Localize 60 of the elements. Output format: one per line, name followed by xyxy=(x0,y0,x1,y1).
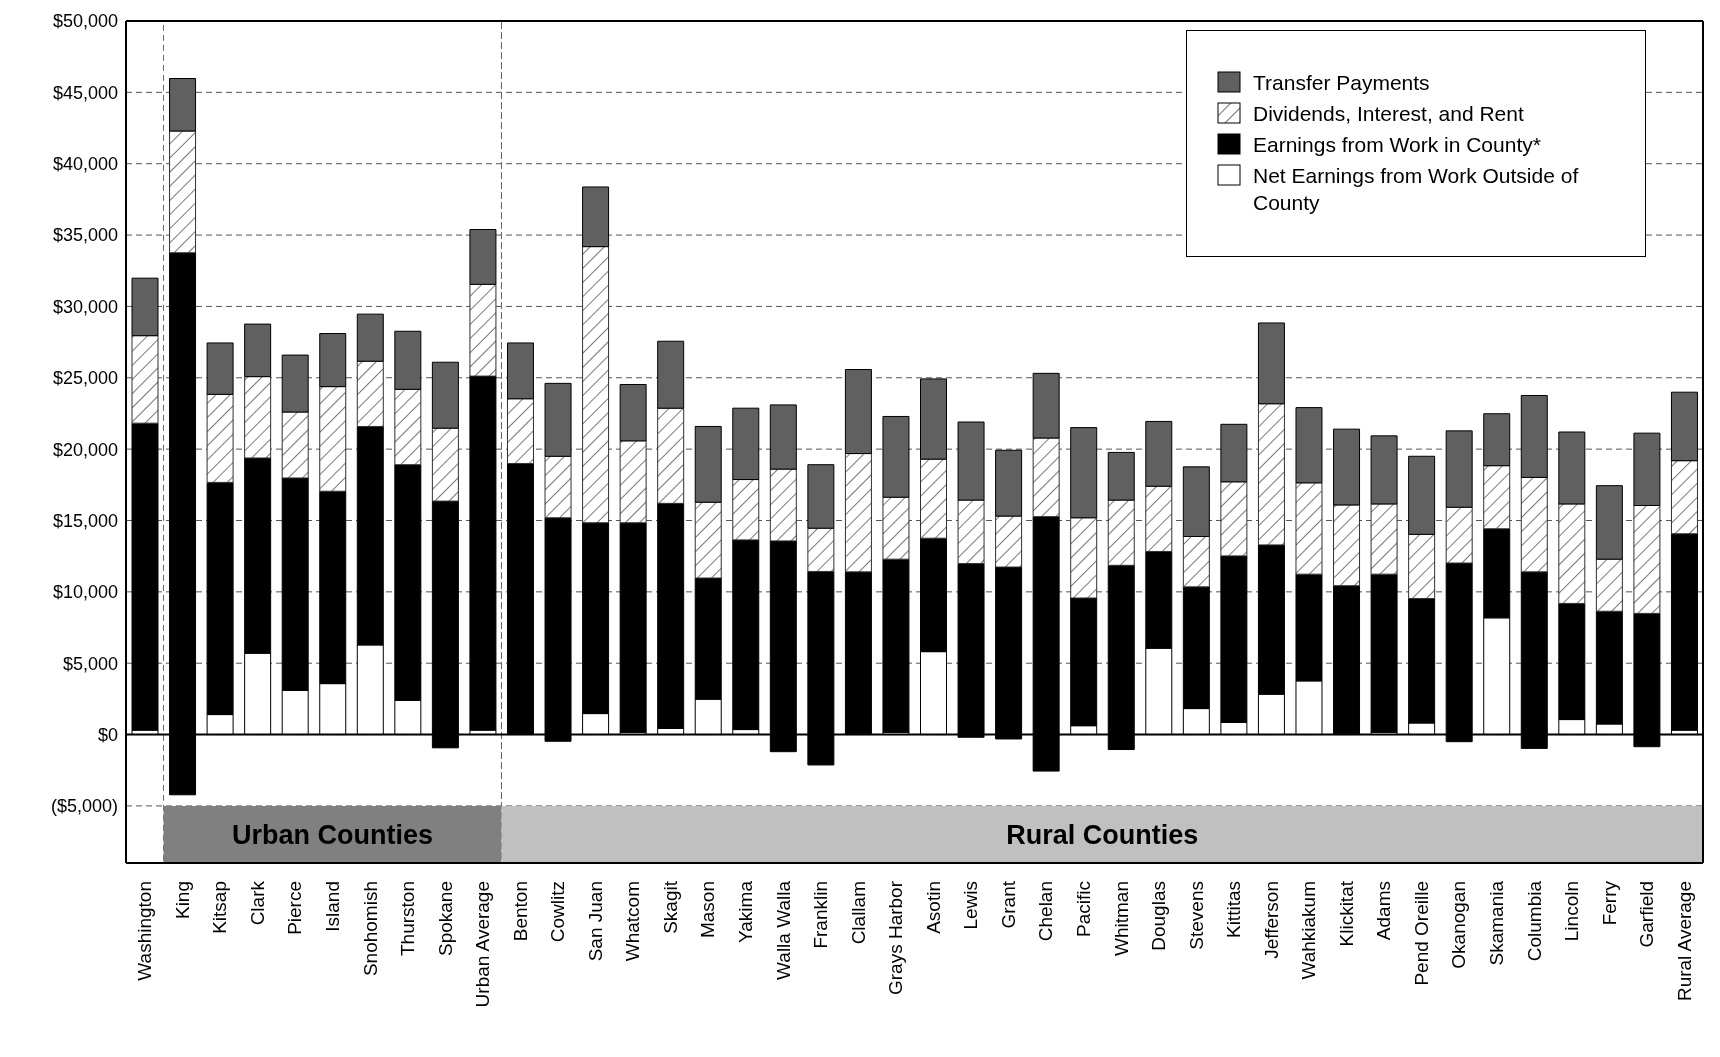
x-tick-label: Wahkiakum xyxy=(1298,881,1320,980)
x-tick-label: Pacific xyxy=(1072,881,1094,937)
y-tick-label: $5,000 xyxy=(62,653,118,674)
x-tick-label: Kitsap xyxy=(209,881,231,934)
x-tick-label: Grant xyxy=(997,880,1019,929)
x-tick-label: Franklin xyxy=(810,881,832,949)
x-tick-label: Grays Harbor xyxy=(885,880,907,996)
x-tick-label: Kittitas xyxy=(1223,881,1245,939)
band-label: Rural Counties xyxy=(1006,820,1199,851)
legend-label: Dividends, Interest, and Rent xyxy=(1253,101,1524,127)
x-tick-label: Island xyxy=(322,881,344,932)
x-tick-label: Skagit xyxy=(659,880,681,934)
x-tick-label: Clark xyxy=(246,880,268,926)
x-tick-label: Pierce xyxy=(284,881,306,935)
y-tick-label: $50,000 xyxy=(52,11,118,32)
x-tick-label: Whitman xyxy=(1110,881,1132,956)
x-tick-label: Okanogan xyxy=(1448,881,1470,969)
x-tick-label: Jefferson xyxy=(1260,881,1282,959)
x-tick-label: Snohomish xyxy=(359,881,381,977)
x-tick-label: Skamania xyxy=(1485,880,1507,966)
x-tick-label: Columbia xyxy=(1523,880,1545,962)
x-tick-label: Thurston xyxy=(397,881,419,956)
y-tick-label: $20,000 xyxy=(52,439,118,460)
x-tick-label: Stevens xyxy=(1185,881,1207,950)
band-label: Urban Counties xyxy=(232,820,434,851)
legend-label: Earnings from Work in County* xyxy=(1253,132,1541,158)
y-tick-label: $25,000 xyxy=(52,368,118,389)
x-tick-label: Pend Oreille xyxy=(1410,881,1432,986)
x-tick-label: Rural Average xyxy=(1673,881,1695,1002)
legend-label: Net Earnings from Work Outside of County xyxy=(1253,163,1580,216)
x-tick-label: Whatcom xyxy=(622,881,644,962)
x-tick-label: Walla Walla xyxy=(772,880,794,980)
x-tick-label: San Juan xyxy=(584,881,606,962)
x-tick-label: Asotin xyxy=(922,881,944,934)
x-tick-label: Cowlitz xyxy=(547,881,569,943)
x-tick-label: Klickitat xyxy=(1335,880,1357,947)
x-tick-label: Garfield xyxy=(1636,881,1658,948)
x-tick-label: Benton xyxy=(509,881,531,942)
x-tick-label: Mason xyxy=(697,881,719,939)
x-tick-label: Adams xyxy=(1373,881,1395,941)
x-tick-label: Ferry xyxy=(1598,880,1620,926)
x-tick-label: Yakima xyxy=(735,880,757,943)
x-tick-label: Douglas xyxy=(1148,881,1170,951)
y-tick-label: $40,000 xyxy=(52,154,118,175)
y-tick-label: $30,000 xyxy=(52,296,118,317)
y-tick-label: $35,000 xyxy=(52,225,118,246)
legend-label: Transfer Payments xyxy=(1253,70,1430,96)
x-tick-label: Chelan xyxy=(1035,881,1057,942)
y-tick-label: $45,000 xyxy=(52,82,118,103)
x-tick-label: Washington xyxy=(134,881,156,981)
x-tick-label: Clallam xyxy=(847,881,869,945)
y-tick-label: $15,000 xyxy=(52,510,118,531)
y-tick-label: $0 xyxy=(97,724,118,745)
x-tick-label: Lincoln xyxy=(1561,881,1583,942)
x-tick-label: Spokane xyxy=(434,881,456,957)
y-tick-label: $10,000 xyxy=(52,582,118,603)
x-tick-label: King xyxy=(171,881,193,920)
x-tick-label: Urban Average xyxy=(472,881,494,1008)
x-tick-label: Lewis xyxy=(960,881,982,930)
y-tick-label: ($5,000) xyxy=(50,796,118,817)
